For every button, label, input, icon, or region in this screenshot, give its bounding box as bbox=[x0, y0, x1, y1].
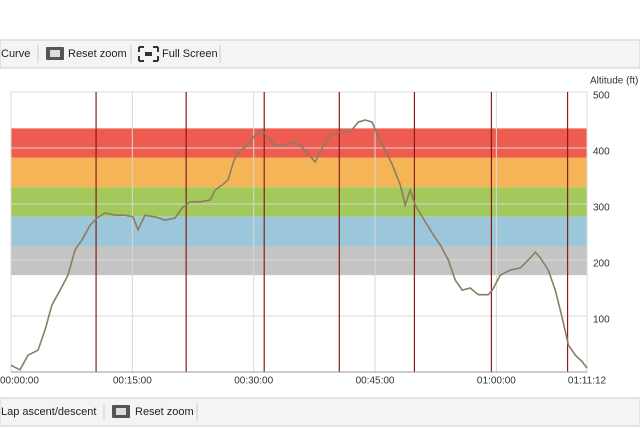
reset-zoom-icon-inner bbox=[116, 408, 126, 415]
full-screen-icon-inner bbox=[145, 52, 152, 56]
zone-band bbox=[11, 128, 587, 158]
zone-band bbox=[11, 246, 587, 276]
reset-zoom-icon-inner bbox=[50, 50, 60, 57]
toolbar bbox=[0, 39, 640, 69]
zone-band bbox=[11, 187, 587, 217]
x-tick-label: 01:00:00 bbox=[477, 376, 516, 387]
full-screen-icon[interactable] bbox=[138, 46, 159, 62]
y-tick-label: 100 bbox=[593, 315, 610, 326]
y-tick-label: 500 bbox=[593, 91, 610, 102]
zone-band bbox=[11, 157, 587, 188]
reset-zoom-button[interactable]: Reset zoom bbox=[68, 48, 127, 60]
bottom-toolbar bbox=[0, 397, 640, 427]
altitude-line bbox=[10, 119, 588, 371]
x-tick-label: 00:30:00 bbox=[234, 376, 273, 387]
y-tick-label: 300 bbox=[593, 203, 610, 214]
y-axis-label: Altitude (ft) bbox=[590, 76, 638, 87]
x-tick-label: 00:45:00 bbox=[356, 376, 395, 387]
y-tick-label: 200 bbox=[593, 259, 610, 270]
lap-ascent-button[interactable]: Lap ascent/descent bbox=[1, 406, 96, 418]
curve-button[interactable]: Curve bbox=[1, 48, 30, 60]
x-tick-label: 01:11:12 bbox=[568, 376, 607, 387]
zone-band bbox=[11, 216, 587, 246]
y-tick-label: 400 bbox=[593, 147, 610, 158]
reset-zoom-button[interactable]: Reset zoom bbox=[135, 406, 194, 418]
plot: 100 200 300 400 500 00:00:00 00:15:00 00:30:00 0… bbox=[0, 91, 610, 387]
x-tick-label: 00:00:00 bbox=[0, 376, 39, 387]
x-tick-label: 00:15:00 bbox=[113, 376, 152, 387]
full-screen-button[interactable]: Full Screen bbox=[162, 48, 218, 60]
